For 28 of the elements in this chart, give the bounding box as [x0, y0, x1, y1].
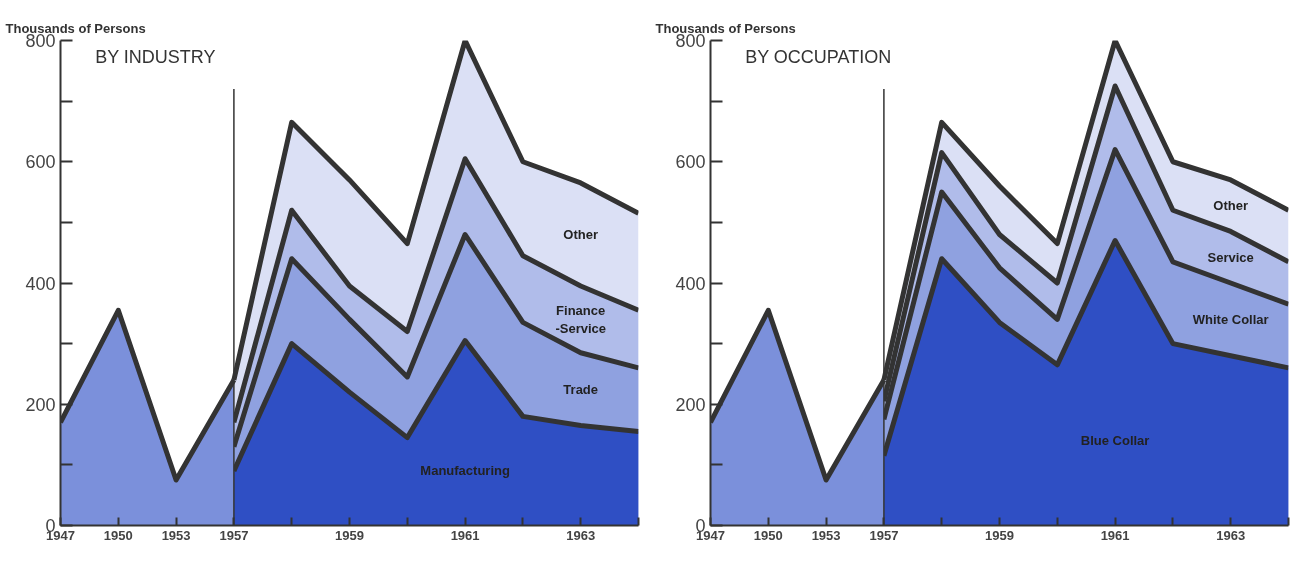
series-label: Service	[1207, 249, 1254, 265]
y-tick-label: 600	[675, 152, 706, 173]
y-tick-label: 200	[675, 394, 706, 415]
x-tick-label: 1950	[103, 527, 133, 543]
series-label: Blue Collar	[1080, 432, 1150, 448]
x-tick-label: 1961	[1100, 527, 1130, 543]
series-label: Other	[1213, 198, 1249, 214]
series-label: Manufacturing	[420, 462, 510, 478]
x-tick-label: 1961	[450, 527, 480, 543]
y-tick-label: 400	[675, 273, 706, 294]
x-tick-label: 1963	[566, 527, 596, 543]
x-tick-label: 1953	[161, 527, 191, 543]
x-tick-label: 1950	[753, 527, 783, 543]
x-tick-label: 1957	[869, 527, 899, 543]
series-label: Other	[563, 227, 599, 242]
series-label: Finance -Service	[555, 302, 606, 336]
y-tick-label: 200	[25, 394, 56, 415]
x-tick-label: 1963	[1216, 527, 1246, 543]
y-tick-label: 600	[25, 152, 56, 173]
series-label: White Collar	[1192, 311, 1269, 327]
y-tick-label: 400	[25, 273, 56, 294]
x-tick-label: 1953	[811, 527, 841, 543]
chart-title: BY OCCUPATION	[745, 47, 892, 68]
series-label: Trade	[563, 381, 599, 397]
x-tick-label: 1959	[335, 527, 364, 543]
x-tick-label: 1957	[219, 527, 249, 543]
x-tick-label: 1959	[985, 527, 1014, 543]
chart-title: BY INDUSTRY	[95, 47, 216, 68]
